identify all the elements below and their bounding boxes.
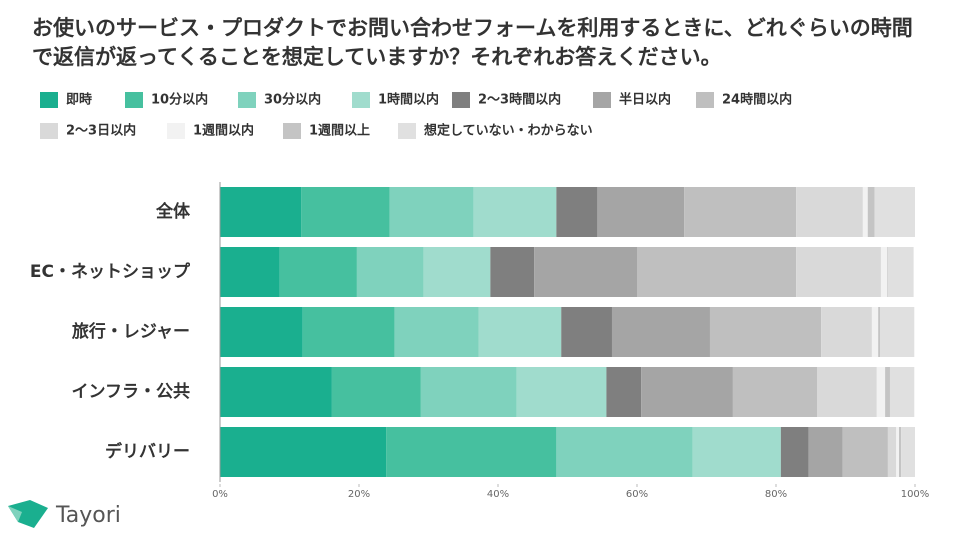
legend-label: 30分以内 (264, 92, 321, 108)
chart-title: お使いのサービス・プロダクトでお問い合わせフォームを利用するときに、どれぐらいの… (32, 16, 913, 69)
bar-segment (880, 247, 888, 297)
legend-swatch (452, 92, 470, 108)
legend-label: 2〜3日以内 (66, 123, 136, 139)
bar-segment (842, 427, 888, 477)
bar-segment (887, 247, 888, 297)
bar-segment (331, 367, 421, 417)
bar-segment (709, 307, 822, 357)
bar-segment (871, 307, 879, 357)
legend-swatch (593, 92, 611, 108)
bar-segment (878, 307, 881, 357)
legend-swatch (696, 92, 714, 108)
bar-segment (867, 187, 875, 237)
legend-label: 1時間以内 (378, 92, 439, 108)
bar-segment (386, 427, 557, 477)
bar-segment (901, 427, 915, 477)
bar-segment (862, 187, 868, 237)
logo-text: Tayori (55, 503, 121, 528)
bar-segment (556, 187, 598, 237)
bar-segment (885, 367, 890, 417)
bar-segment (887, 247, 914, 297)
bar-segment (516, 367, 607, 417)
legend-swatch (40, 92, 58, 108)
bar-segment (808, 427, 843, 477)
y-tick-label: デリバリー (105, 441, 190, 462)
bar-segment (534, 247, 637, 297)
bar-segment (420, 367, 517, 417)
y-tick-label: インフラ・公共 (72, 382, 191, 402)
bar-segment (796, 247, 881, 297)
legend-label: 2〜3時間以内 (478, 92, 561, 108)
bar-segment (692, 427, 781, 477)
bar-segment (473, 187, 557, 237)
bar-segment (279, 247, 357, 297)
legend-swatch (125, 92, 143, 108)
legend-label: 想定していない・わからない (424, 123, 593, 139)
bar-segment (732, 367, 818, 417)
x-tick-label: 100% (901, 489, 930, 500)
bar-segment (220, 187, 302, 237)
x-tick-label: 0% (212, 489, 228, 500)
x-tick-label: 20% (348, 489, 370, 500)
bar-segment (876, 367, 886, 417)
bar-segment (684, 187, 797, 237)
bar-segment (220, 427, 387, 477)
logo: Tayori (8, 500, 121, 528)
bar-segment (561, 307, 612, 357)
bar-segment (597, 187, 685, 237)
bar-segment (796, 187, 863, 237)
legend-swatch (398, 123, 416, 139)
bar-segment (220, 247, 280, 297)
bar-segment (606, 367, 642, 417)
bar-segment (478, 307, 562, 357)
bar-segment (637, 247, 797, 297)
bar-segment (394, 307, 479, 357)
legend-swatch (238, 92, 256, 108)
bar-segment (220, 367, 332, 417)
y-tick-label: 旅行・レジャー (72, 321, 190, 342)
bar-segment (302, 307, 395, 357)
x-tick-label: 80% (765, 489, 787, 500)
legend-label: 半日以内 (619, 92, 671, 108)
bar-segment (356, 247, 424, 297)
legend-label: 1週間以上 (309, 124, 370, 139)
bar-segment (389, 187, 474, 237)
legend-label: 24時間以内 (722, 92, 792, 108)
bar-segment (220, 307, 303, 357)
y-tick-label: EC・ネットショップ (30, 261, 191, 282)
y-tick-label: 全体 (155, 201, 191, 222)
legend-label: 1週間以内 (193, 123, 254, 139)
legend-swatch (40, 123, 58, 139)
legend-swatch (167, 123, 185, 139)
bar-segment (817, 367, 877, 417)
bar-segment (880, 307, 915, 357)
bar-segment (301, 187, 390, 237)
bar-segment (899, 427, 902, 477)
logo-mark (8, 506, 22, 522)
bar-segment (780, 427, 809, 477)
legend-label: 10分以内 (151, 92, 208, 108)
legend-label: 即時 (66, 92, 92, 108)
bar-segment (556, 427, 693, 477)
bar-segment (896, 427, 900, 477)
bar-segment (423, 247, 491, 297)
x-tick-label: 40% (487, 489, 509, 500)
bar-segment (641, 367, 733, 417)
legend-swatch (283, 123, 301, 139)
bar-segment (874, 187, 915, 237)
bar-segment (490, 247, 535, 297)
bar-segment (887, 427, 897, 477)
legend-swatch (352, 92, 370, 108)
bar-segment (821, 307, 872, 357)
x-tick-label: 60% (626, 489, 648, 500)
bar-segment (889, 367, 915, 417)
bar-segment (611, 307, 710, 357)
